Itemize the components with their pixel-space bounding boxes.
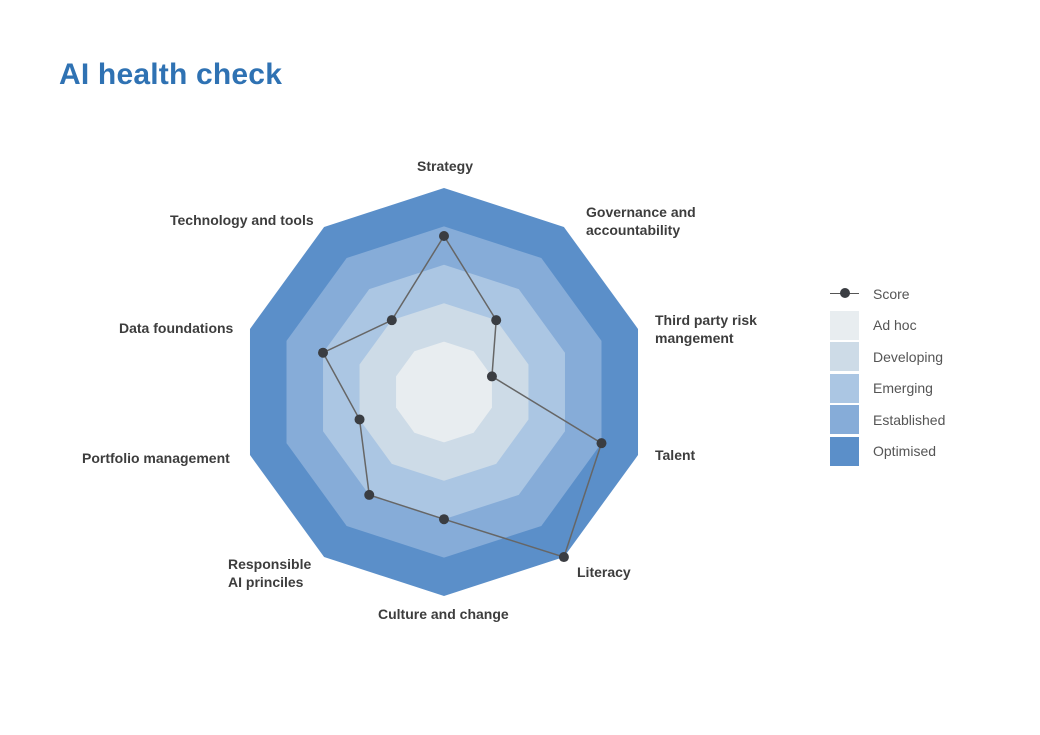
- legend-item-score: Score: [830, 278, 945, 310]
- legend-item-optimised: Optimised: [830, 436, 945, 468]
- score-line-marker-icon: [830, 279, 859, 308]
- legend-swatch: [830, 342, 859, 372]
- score-point: [364, 489, 375, 500]
- ring-ad-hoc: [396, 341, 492, 443]
- score-point: [596, 438, 607, 449]
- axis-label-talent: Talent: [655, 447, 696, 463]
- axis-label-governance: Governance and accountability: [586, 204, 696, 238]
- score-point: [439, 231, 449, 241]
- level-rings: [249, 188, 639, 596]
- legend-item-ad-hoc: Ad hoc: [830, 310, 945, 342]
- legend-item-developing: Developing: [830, 341, 945, 373]
- score-point: [491, 315, 502, 326]
- page-title: AI health check: [59, 58, 283, 91]
- legend-swatch: [830, 436, 859, 466]
- legend-swatch: [830, 405, 859, 435]
- legend-item-emerging: Emerging: [830, 373, 945, 405]
- score-series: [318, 231, 607, 563]
- axis-label-culture: Culture and change: [378, 606, 509, 622]
- axis-label-literacy: Literacy: [577, 564, 631, 580]
- axis-label-responsible-ai: Responsible AI princiles: [228, 556, 312, 590]
- chart-legend: Score Ad hoc Developing Emerging Establi…: [830, 278, 945, 467]
- legend-swatch: [830, 373, 859, 403]
- score-point: [558, 552, 569, 563]
- axis-label-data-foundations: Data foundations: [119, 320, 234, 336]
- score-point: [318, 347, 329, 358]
- axis-label-strategy: Strategy: [417, 158, 474, 174]
- score-point: [486, 371, 497, 382]
- axis-label-technology: Technology and tools: [170, 212, 314, 228]
- axis-label-third-party-risk: Third party risk mangement: [655, 312, 757, 346]
- legend-item-established: Established: [830, 404, 945, 436]
- score-point: [354, 414, 365, 425]
- axis-label-portfolio: Portfolio management: [82, 450, 230, 466]
- score-point: [386, 315, 397, 326]
- score-point: [439, 514, 449, 525]
- legend-swatch: [830, 310, 859, 340]
